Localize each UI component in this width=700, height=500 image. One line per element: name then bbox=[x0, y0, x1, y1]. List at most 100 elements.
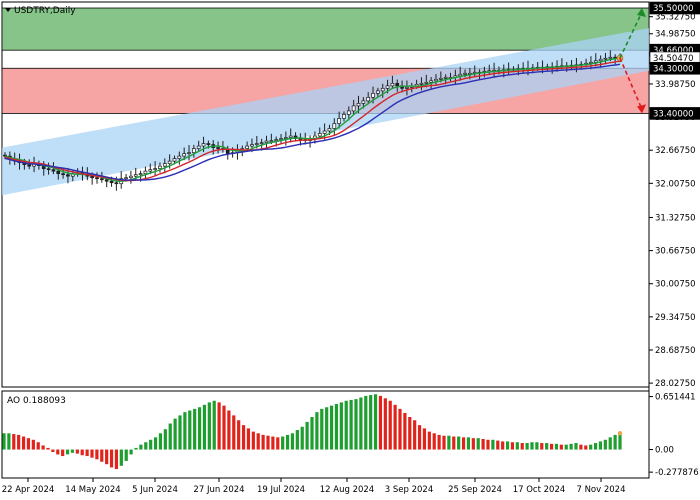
ao-bar-up bbox=[457, 436, 461, 450]
candle-body bbox=[395, 82, 400, 87]
ao-bar-down bbox=[486, 439, 490, 450]
ao-bar-up bbox=[285, 434, 290, 450]
ao-bar-down bbox=[584, 445, 588, 450]
price-label-level: 34.66000 bbox=[653, 46, 694, 56]
ao-bar-up bbox=[139, 444, 143, 450]
arrow-up-line bbox=[619, 11, 643, 59]
ao-bar-down bbox=[417, 425, 422, 450]
candle-body bbox=[351, 105, 356, 112]
ao-bar-up bbox=[119, 449, 123, 466]
ao-bar-down bbox=[408, 417, 412, 450]
candle-body bbox=[51, 169, 56, 172]
candle-body bbox=[279, 138, 283, 140]
ao-bar-down bbox=[442, 435, 446, 450]
candle-body bbox=[598, 58, 603, 62]
time-tick-label: 17 Oct 2024 bbox=[513, 485, 566, 495]
price-tick-label: 33.98750 bbox=[655, 80, 696, 90]
candle-body bbox=[245, 145, 249, 149]
price-label-target-high: 35.50000 bbox=[653, 4, 694, 14]
ao-bar-up bbox=[618, 434, 622, 450]
price-axis-ticks: 35.3275034.9875033.9875033.3275032.66750… bbox=[649, 13, 696, 389]
candle-body bbox=[259, 142, 264, 144]
ao-bar-down bbox=[520, 443, 524, 450]
ao-bar-down bbox=[217, 402, 221, 450]
ao-bar-down bbox=[403, 412, 407, 450]
price-tick-label: 31.32750 bbox=[655, 213, 696, 223]
ao-bar-up bbox=[290, 433, 295, 450]
ao-bar-down bbox=[114, 449, 119, 470]
ao-bar-up bbox=[466, 437, 471, 450]
ao-bar-up bbox=[178, 415, 182, 450]
candle-body bbox=[192, 148, 196, 153]
candle-body bbox=[463, 72, 467, 75]
ao-bar-up bbox=[525, 443, 529, 450]
ao-bar-down bbox=[398, 408, 402, 450]
ao-bar-down bbox=[75, 449, 79, 454]
ao-bar-down bbox=[510, 442, 515, 450]
candle-body bbox=[264, 140, 269, 143]
candle-body bbox=[104, 179, 109, 182]
ao-bar-down bbox=[251, 431, 255, 450]
candle-body bbox=[608, 56, 613, 59]
candle-body bbox=[419, 82, 424, 85]
triangle-down-icon[interactable] bbox=[5, 8, 11, 12]
ao-bar-down bbox=[105, 449, 109, 465]
arrow-down-line bbox=[619, 57, 643, 110]
candle-body bbox=[27, 164, 32, 167]
ao-bar-up bbox=[359, 397, 363, 450]
ao-bar-up bbox=[369, 395, 373, 450]
ao-bar-down bbox=[432, 433, 436, 450]
ao-bar-up bbox=[598, 441, 603, 450]
ao-bar-up bbox=[212, 400, 216, 450]
ao-bar-up bbox=[349, 399, 353, 450]
candle-body bbox=[90, 175, 95, 179]
ao-bar-down bbox=[413, 420, 417, 450]
ao-bar-up bbox=[344, 400, 348, 450]
ma-slow-line bbox=[4, 63, 621, 181]
time-axis-ticks: 22 Apr 2024 14 May 2024 5 Jun 2024 27 Jun 2… bbox=[2, 478, 626, 495]
arrow-down-icon bbox=[637, 104, 646, 114]
candle-body bbox=[337, 118, 341, 124]
candle-body bbox=[133, 174, 138, 177]
ao-bar-down bbox=[496, 440, 500, 450]
ao-bar-up bbox=[339, 402, 343, 450]
price-tick-label: 28.02750 bbox=[655, 379, 696, 389]
candle-body bbox=[376, 90, 380, 94]
price-tick-label: 28.68750 bbox=[655, 346, 696, 356]
ao-bar-down bbox=[276, 437, 280, 450]
ao-bar-up bbox=[447, 435, 451, 450]
ao-bar-up bbox=[144, 442, 148, 450]
ao-bar-up bbox=[505, 441, 510, 450]
price-tick-label: 29.34750 bbox=[655, 313, 696, 323]
ao-bar-up bbox=[7, 433, 11, 450]
candle-body bbox=[371, 93, 375, 98]
time-tick-label: 22 Apr 2024 bbox=[2, 485, 55, 495]
candle-body bbox=[327, 128, 332, 132]
candle-body bbox=[434, 78, 438, 82]
ao-bar-down bbox=[12, 434, 16, 450]
price-tick-label: 32.66750 bbox=[655, 146, 696, 156]
ao-bar-up bbox=[515, 442, 519, 450]
ao-bar-up bbox=[364, 395, 368, 450]
ao-bar-down bbox=[51, 449, 55, 452]
ao-bar-up bbox=[608, 437, 612, 450]
ao-tick-label: -0.277876 bbox=[655, 468, 699, 478]
candle-body bbox=[66, 174, 70, 177]
ao-title: AO 0.188093 bbox=[7, 396, 66, 406]
ao-bar-up bbox=[305, 421, 309, 450]
candle-body bbox=[342, 114, 346, 119]
ao-bar-down bbox=[427, 431, 431, 450]
ao-bar-down bbox=[36, 442, 40, 450]
chart-title-group[interactable]: USDTRY,Daily bbox=[5, 6, 76, 16]
ao-histogram bbox=[2, 394, 623, 470]
candle-body bbox=[182, 153, 187, 157]
candle-body bbox=[317, 133, 322, 137]
ao-bar-up bbox=[569, 443, 573, 450]
ao-bar-up bbox=[65, 449, 70, 455]
candle-body bbox=[129, 175, 133, 179]
time-tick-label: 12 Aug 2024 bbox=[320, 485, 374, 495]
candle-body bbox=[429, 80, 433, 83]
ao-bar-down bbox=[579, 444, 583, 450]
candle-body bbox=[56, 170, 61, 175]
candle-body bbox=[201, 143, 206, 147]
